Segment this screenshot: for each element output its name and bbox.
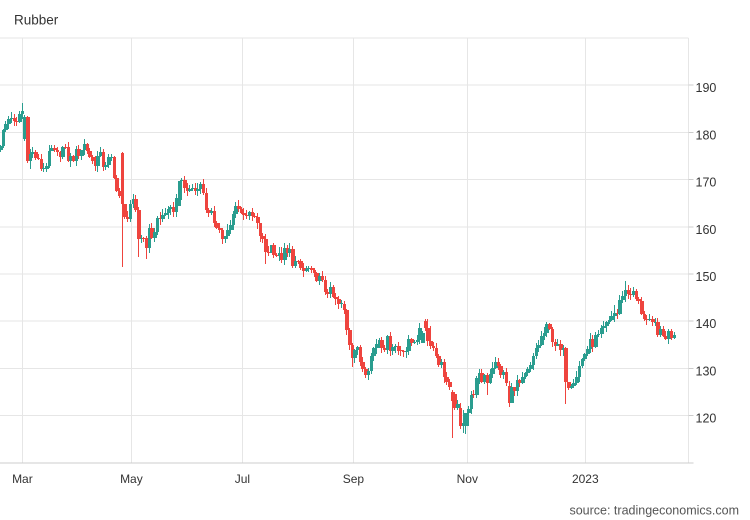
svg-text:130: 130 bbox=[696, 364, 717, 378]
svg-text:2023: 2023 bbox=[572, 472, 599, 486]
svg-text:140: 140 bbox=[696, 317, 717, 331]
svg-text:180: 180 bbox=[696, 128, 717, 142]
svg-text:source: tradingeconomics.com: source: tradingeconomics.com bbox=[569, 504, 739, 518]
svg-text:150: 150 bbox=[696, 270, 717, 284]
svg-text:Nov: Nov bbox=[457, 472, 478, 486]
svg-text:170: 170 bbox=[696, 176, 717, 190]
svg-text:190: 190 bbox=[696, 81, 717, 95]
svg-text:Mar: Mar bbox=[12, 472, 33, 486]
svg-text:120: 120 bbox=[696, 412, 717, 426]
svg-text:Sep: Sep bbox=[343, 472, 365, 486]
svg-text:May: May bbox=[120, 472, 143, 486]
svg-text:Jul: Jul bbox=[235, 472, 250, 486]
svg-text:160: 160 bbox=[696, 223, 717, 237]
svg-text:Rubber: Rubber bbox=[14, 13, 59, 28]
